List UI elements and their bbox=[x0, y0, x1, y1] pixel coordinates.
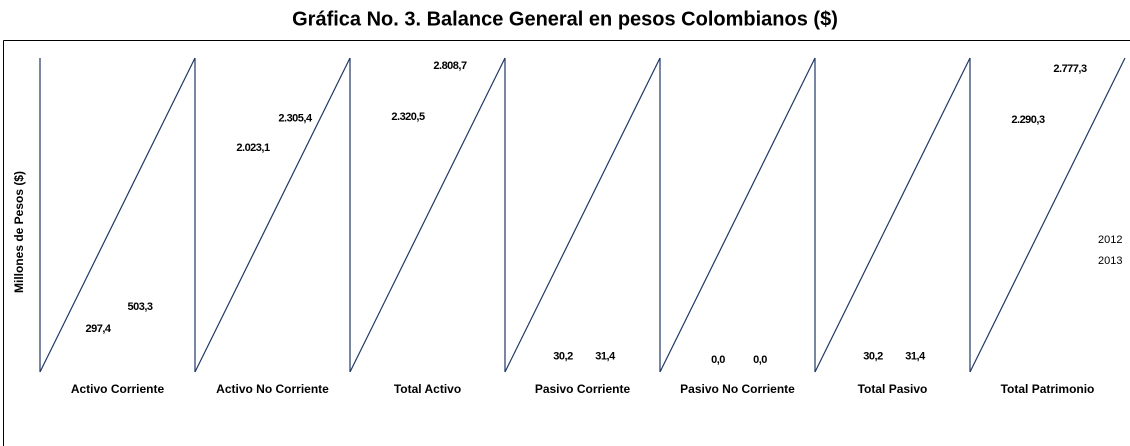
panel-diagonal bbox=[194, 57, 351, 373]
x-tick-label: Pasivo Corriente bbox=[535, 382, 631, 396]
panel-diagonal bbox=[659, 57, 816, 373]
panel-diagonal bbox=[814, 57, 971, 373]
data-label: 30,2 bbox=[863, 351, 883, 363]
panel-diagonal bbox=[349, 57, 506, 373]
x-tick-label: Total Activo bbox=[394, 382, 461, 396]
data-label: 2.290,3 bbox=[1011, 114, 1045, 126]
data-label: 30,2 bbox=[553, 351, 573, 363]
panel-diagonal bbox=[504, 57, 661, 373]
x-tick-label: Pasivo No Corriente bbox=[680, 382, 795, 396]
y-axis-title: Millones de Pesos ($) bbox=[12, 171, 26, 293]
bar bbox=[285, 131, 305, 372]
bar bbox=[243, 160, 263, 372]
data-label: 31,4 bbox=[905, 351, 926, 363]
data-label: 0,0 bbox=[753, 354, 767, 366]
bar bbox=[1018, 132, 1038, 372]
legend-label: 2013 bbox=[1098, 255, 1122, 267]
data-label: 31,4 bbox=[595, 351, 616, 363]
x-tick-label: Activo Corriente bbox=[71, 382, 165, 396]
data-label: 503,3 bbox=[127, 301, 152, 313]
x-tick-label: Total Patrimonio bbox=[1001, 382, 1095, 396]
bar bbox=[595, 369, 615, 372]
data-label: 2.320,5 bbox=[391, 111, 425, 123]
bar bbox=[130, 319, 150, 372]
x-tick-label: Total Pasivo bbox=[858, 382, 928, 396]
data-label: 2.023,1 bbox=[236, 142, 270, 154]
legend-label: 2012 bbox=[1098, 234, 1122, 246]
bar bbox=[1060, 81, 1080, 372]
data-label: 2.305,4 bbox=[278, 113, 313, 125]
data-label: 0,0 bbox=[711, 354, 725, 366]
bar bbox=[905, 369, 925, 372]
data-label: 2.808,7 bbox=[433, 60, 467, 72]
panel-diagonal bbox=[969, 57, 1126, 373]
data-label: 2.777,3 bbox=[1053, 63, 1087, 75]
bar bbox=[88, 341, 108, 372]
bar bbox=[863, 369, 883, 372]
x-tick-label: Activo No Corriente bbox=[216, 382, 329, 396]
data-label: 297,4 bbox=[85, 323, 111, 335]
bar bbox=[398, 129, 418, 372]
bar bbox=[440, 78, 460, 372]
panel-diagonal bbox=[39, 57, 196, 373]
bar bbox=[553, 369, 573, 372]
chart-title: Gráfica No. 3. Balance General en pesos … bbox=[292, 8, 838, 30]
